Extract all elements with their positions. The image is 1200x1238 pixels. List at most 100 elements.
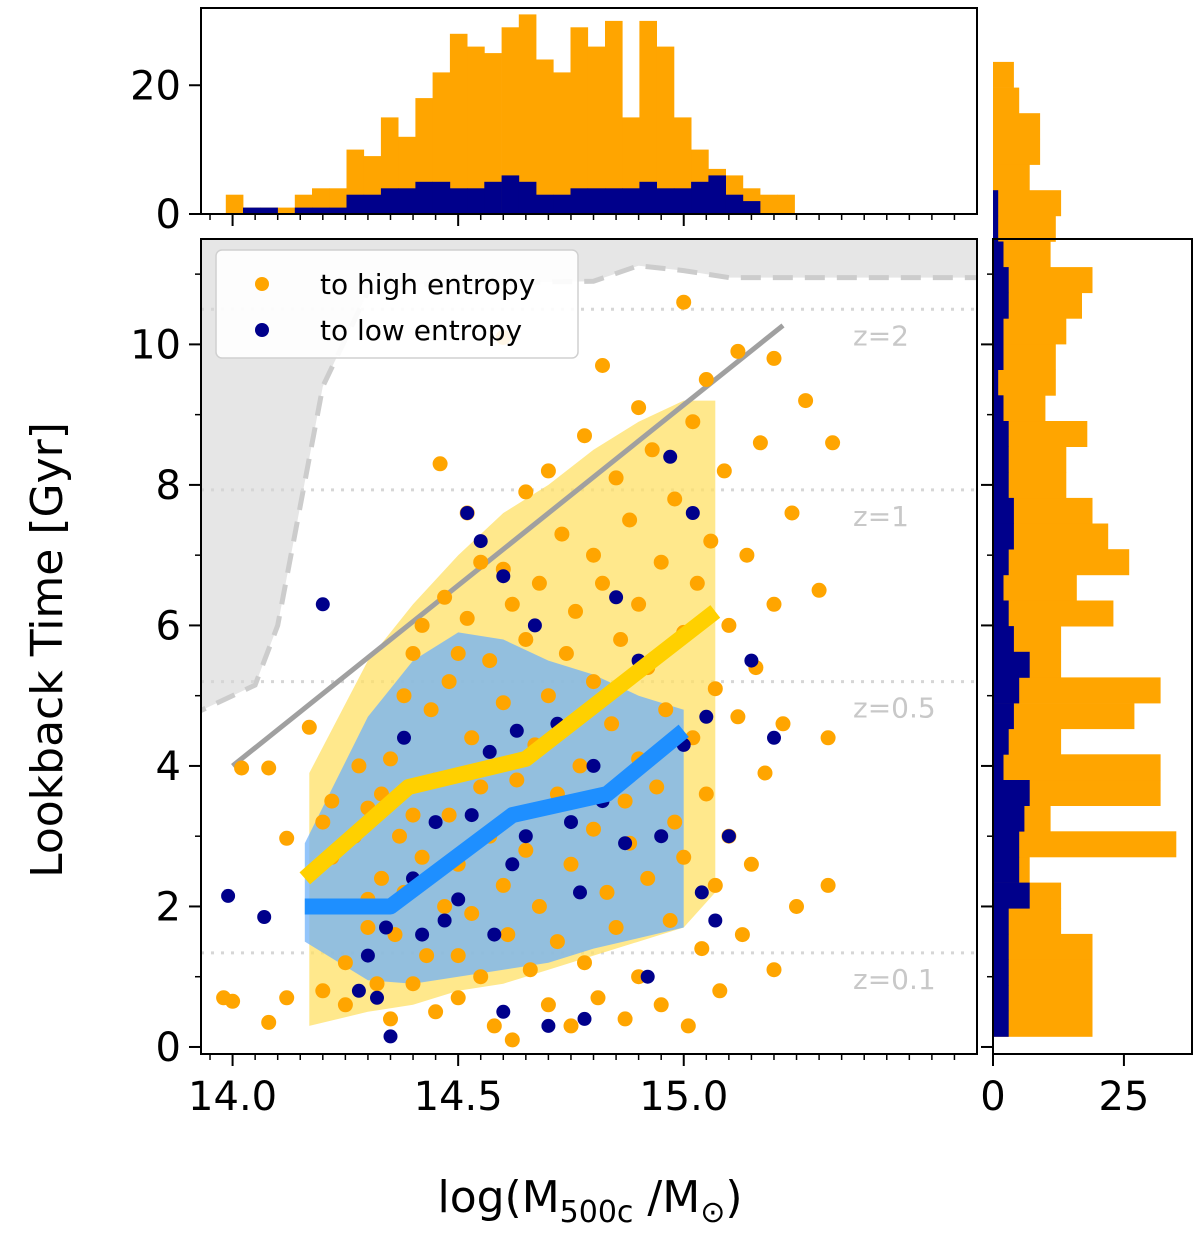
- right-bar-low: [993, 600, 1009, 627]
- high-entropy-point: [419, 948, 435, 964]
- high-entropy-point: [473, 969, 489, 985]
- high-entropy-point: [590, 990, 606, 1006]
- right-bar-low: [993, 446, 1009, 473]
- high-entropy-point: [784, 505, 800, 521]
- top-histogram-high-bars: [225, 14, 795, 215]
- high-entropy-point: [743, 856, 759, 872]
- low-entropy-point: [473, 534, 488, 549]
- high-entropy-point: [405, 976, 421, 992]
- low-entropy-point: [618, 836, 633, 851]
- low-entropy-point: [451, 892, 466, 907]
- right-bar-low: [993, 959, 1009, 986]
- right-bar-low: [993, 472, 1009, 499]
- top-bar-high: [605, 20, 623, 215]
- high-entropy-point: [608, 470, 624, 486]
- high-entropy-point: [766, 962, 782, 978]
- high-entropy-point: [509, 772, 525, 788]
- redshift-label: z=1: [853, 500, 909, 533]
- low-entropy-point: [541, 1018, 556, 1033]
- high-entropy-point: [437, 589, 453, 605]
- top-y-tick-label: 0: [156, 192, 181, 238]
- low-entropy-point: [577, 1011, 592, 1026]
- high-entropy-point: [644, 442, 660, 458]
- right-bar-low: [993, 497, 1014, 524]
- low-entropy-point: [487, 927, 502, 942]
- high-entropy-point: [721, 617, 737, 633]
- right-bar-low: [993, 318, 1004, 345]
- x-tick-label: 15.0: [639, 1074, 728, 1120]
- low-entropy-point: [428, 815, 443, 830]
- low-entropy-point: [505, 857, 520, 872]
- low-entropy-point: [496, 1004, 511, 1019]
- top-bar-low: [742, 201, 761, 214]
- low-entropy-point: [699, 709, 714, 724]
- top-bar-low: [587, 188, 606, 215]
- right-bar-high: [993, 574, 1077, 601]
- high-entropy-point: [315, 983, 331, 999]
- high-entropy-point: [518, 484, 534, 500]
- right-bar-high: [993, 600, 1114, 627]
- top-bar-high: [277, 207, 296, 214]
- high-entropy-point: [649, 779, 665, 795]
- top-bar-low: [260, 207, 278, 214]
- high-entropy-point: [604, 716, 620, 732]
- right-bar-high: [993, 959, 1093, 986]
- high-entropy-point: [558, 646, 574, 661]
- right-bar-high: [993, 677, 1161, 704]
- high-entropy-point: [279, 830, 295, 846]
- low-entropy-point: [744, 653, 759, 668]
- right-bar-low: [993, 651, 1030, 678]
- high-entropy-point: [500, 927, 516, 943]
- right-bar-low: [993, 267, 1009, 294]
- low-entropy-point: [685, 506, 700, 520]
- low-entropy-point: [315, 597, 330, 612]
- gray-reference-line: [231, 323, 785, 768]
- top-bar-low: [380, 188, 399, 215]
- top-bar-high: [656, 46, 675, 214]
- top-frame: [200, 7, 978, 215]
- legend-box: [215, 249, 579, 359]
- low-entropy-point: [397, 730, 411, 745]
- low-entropy-point: [482, 744, 497, 759]
- x-axis-title: log(M500c /M⊙): [437, 1172, 742, 1230]
- top-bar-high: [639, 20, 657, 215]
- low-entropy-point: [383, 1029, 398, 1044]
- top-bar-low: [708, 175, 726, 214]
- low-entropy-point: [379, 920, 393, 935]
- top-bar-low: [691, 181, 709, 214]
- right-bar-high: [993, 318, 1067, 345]
- top-bar-low: [449, 188, 468, 215]
- high-entropy-point: [676, 294, 692, 310]
- top-bar-low: [346, 194, 365, 214]
- high-entropy-point: [437, 899, 453, 914]
- right-bar-low: [993, 549, 1009, 576]
- top-bar-low: [467, 188, 485, 215]
- top-bar-high: [225, 194, 244, 214]
- high-entropy-point: [549, 934, 565, 950]
- high-entropy-point: [432, 456, 448, 472]
- y-tick-label: 10: [130, 322, 181, 368]
- top-bar-low: [398, 188, 416, 215]
- high-entropy-point: [586, 821, 601, 837]
- right-bar-low: [993, 831, 1020, 858]
- top-bar-high: [484, 53, 502, 214]
- right-bar-low: [993, 703, 1014, 730]
- right-histogram-low-bars: [993, 190, 1030, 1037]
- high-entropy-point: [734, 927, 750, 943]
- top-bar-high: [536, 59, 554, 214]
- high-entropy-point: [369, 976, 385, 992]
- low-entropy-point: [257, 910, 272, 924]
- low-entropy-point: [767, 730, 781, 745]
- high-entropy-point: [595, 575, 610, 591]
- high-entropy-point: [360, 920, 376, 935]
- legend-marker-low: [255, 323, 269, 337]
- low-entropy-point: [460, 506, 475, 520]
- high-entropy-point: [617, 793, 633, 809]
- y-axis-title: Lookback Time [Gyr]: [22, 422, 73, 878]
- high-entropy-point: [301, 719, 317, 735]
- high-entropy-point: [703, 533, 719, 549]
- high-entropy-point: [676, 849, 692, 865]
- low-entropy-point: [640, 969, 655, 984]
- top-bar-high: [553, 72, 571, 215]
- high-entropy-point: [473, 779, 489, 795]
